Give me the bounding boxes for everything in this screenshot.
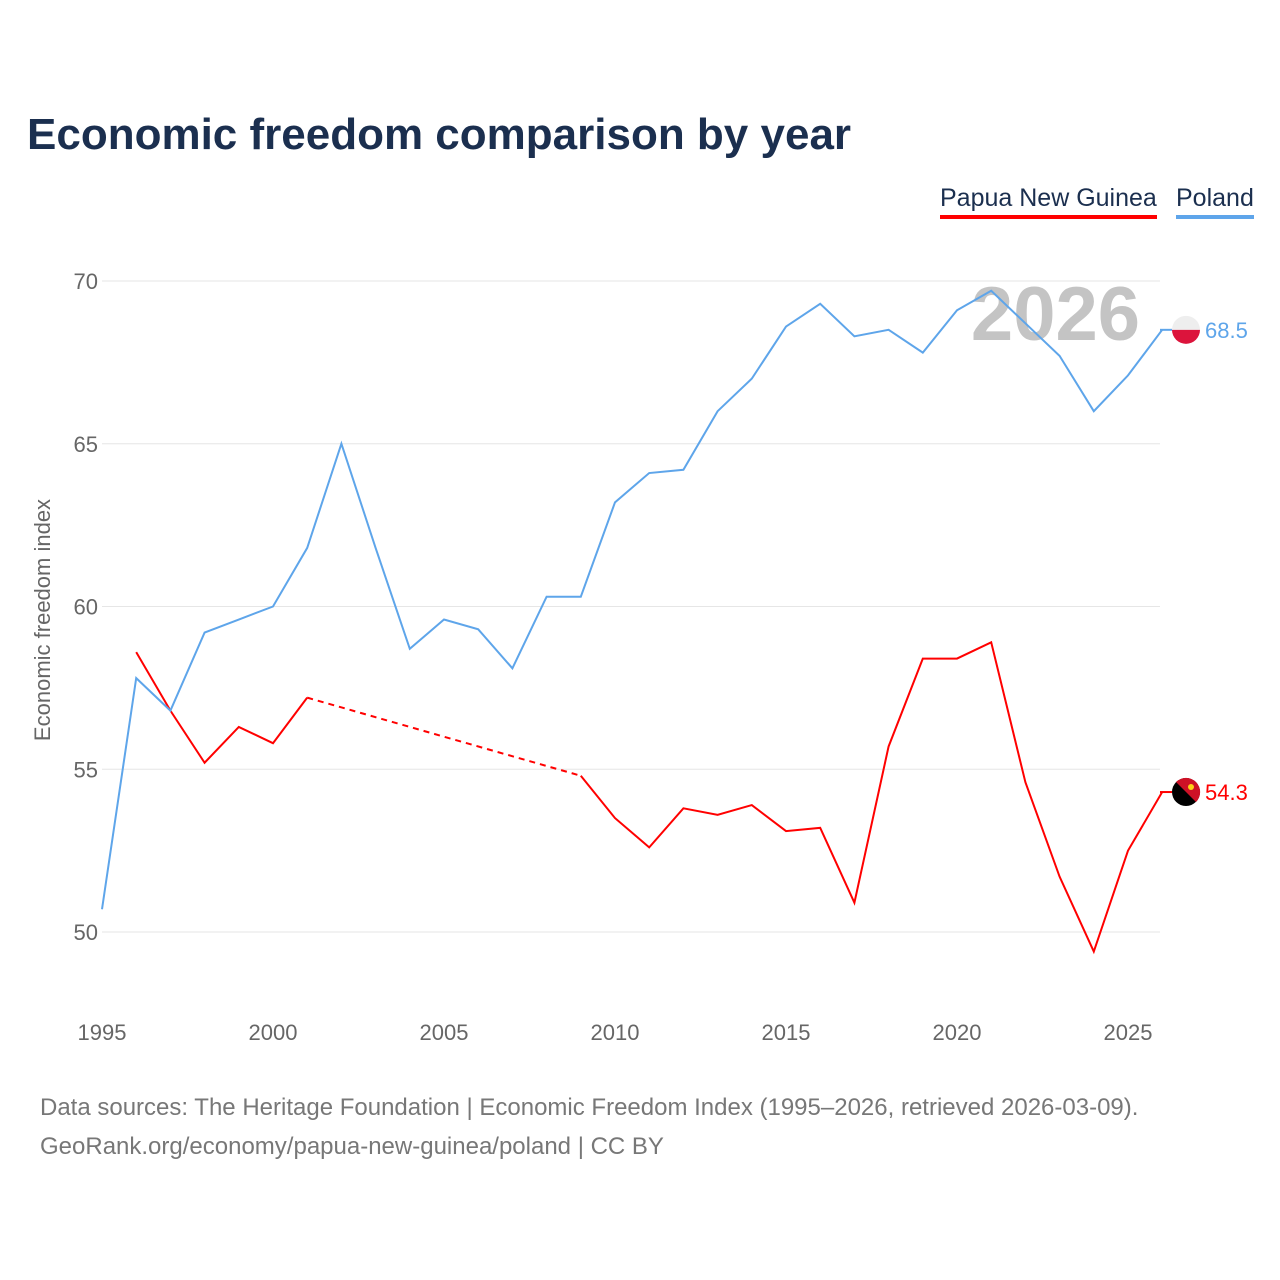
- series-line-papua-new-guinea: [580, 640, 1164, 955]
- y-tick-label: 70: [74, 269, 98, 294]
- series-gap-papua-new-guinea: [306, 696, 582, 777]
- year-watermark: 2026: [971, 272, 1140, 357]
- legend-papua-new-guinea[interactable]: Papua New Guinea: [940, 184, 1157, 219]
- legend-poland[interactable]: Poland: [1176, 184, 1254, 219]
- series-line-papua-new-guinea: [135, 651, 308, 765]
- x-tick-label: 2005: [420, 1020, 469, 1045]
- source-line-1: Data sources: The Heritage Foundation | …: [40, 1094, 1139, 1121]
- chart-title: Economic freedom comparison by year: [27, 110, 852, 159]
- x-tick-label: 2000: [249, 1020, 298, 1045]
- source-note: Data sources: The Heritage Foundation | …: [40, 1088, 1138, 1166]
- x-tick-label: 2025: [1104, 1020, 1153, 1045]
- x-tick-label: 2015: [762, 1020, 811, 1045]
- png-flag-icon: [1176, 777, 1201, 803]
- poland-flag-icon: [1172, 315, 1200, 330]
- y-tick-label: 55: [74, 757, 98, 782]
- end-value-label-poland: 68.5: [1205, 318, 1248, 343]
- x-tick-label: 1995: [78, 1020, 127, 1045]
- y-axis-label: Economic freedom index: [30, 499, 55, 741]
- y-tick-label: 60: [74, 595, 98, 620]
- x-tick-label: 2010: [591, 1020, 640, 1045]
- poland-flag-icon: [1172, 329, 1200, 344]
- y-tick-label: 50: [74, 920, 98, 945]
- png-flag-bird: [1188, 784, 1194, 791]
- source-line-2: GeoRank.org/economy/papua-new-guinea/pol…: [40, 1133, 664, 1160]
- y-tick-label: 65: [74, 432, 98, 457]
- series-line-poland: [101, 289, 1163, 910]
- end-value-label-papua-new-guinea: 54.3: [1205, 780, 1248, 805]
- x-tick-label: 2020: [933, 1020, 982, 1045]
